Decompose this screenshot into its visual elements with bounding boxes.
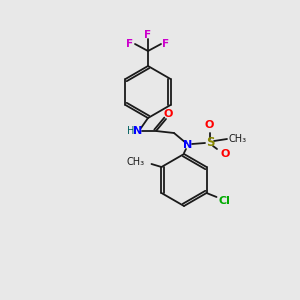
Text: F: F (144, 30, 152, 40)
Text: S: S (206, 136, 214, 149)
Text: N: N (134, 126, 142, 136)
Text: N: N (183, 140, 193, 150)
Text: F: F (126, 39, 134, 49)
Text: H: H (127, 126, 135, 136)
Text: O: O (204, 120, 214, 130)
Text: O: O (220, 149, 230, 159)
Text: F: F (162, 39, 169, 49)
Text: CH₃: CH₃ (126, 157, 145, 167)
Text: O: O (163, 109, 173, 119)
Text: CH₃: CH₃ (229, 134, 247, 144)
Text: Cl: Cl (219, 196, 230, 206)
